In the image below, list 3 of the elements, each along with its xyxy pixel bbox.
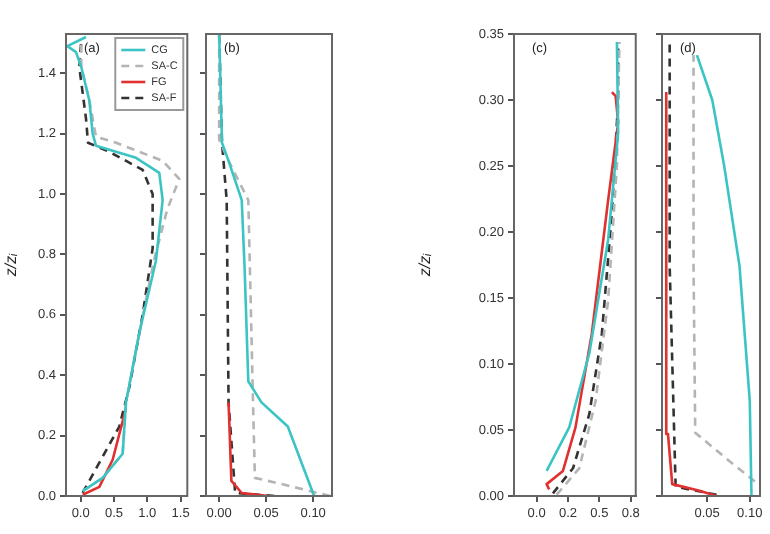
y-axis-title: z/zᵢ [416,251,435,279]
y-axis-title: z/zᵢ [2,251,21,279]
line-series [78,38,154,495]
